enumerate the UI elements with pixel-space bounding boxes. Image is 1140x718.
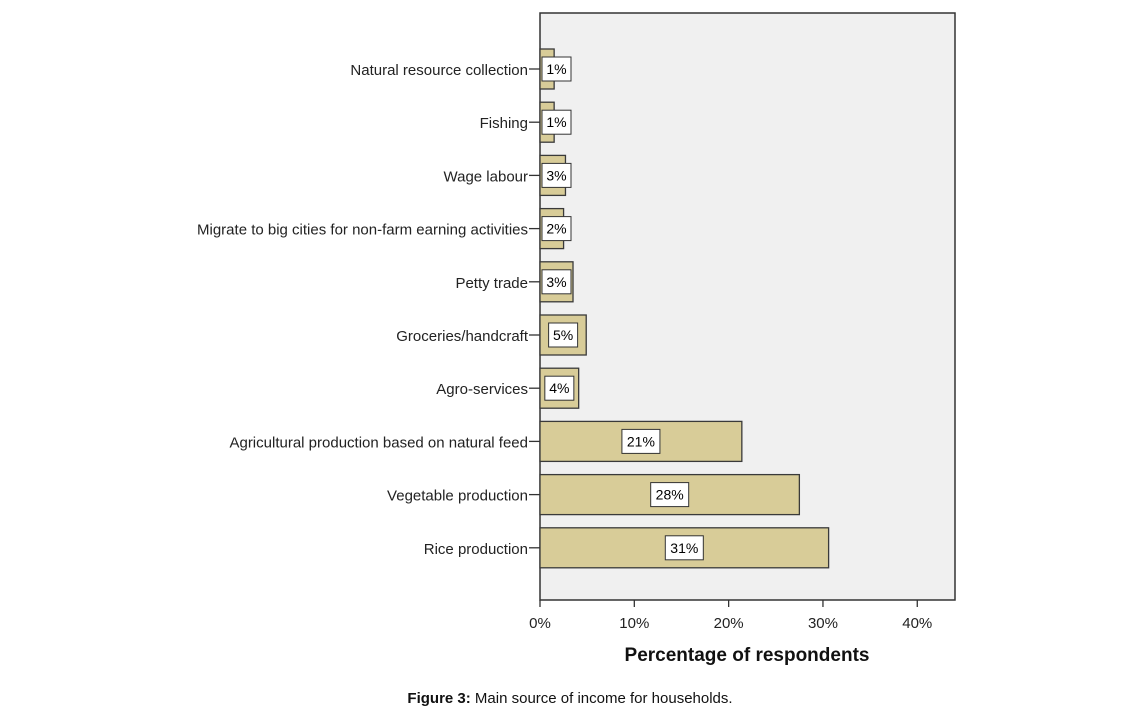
figure-label: Figure 3: <box>407 690 471 707</box>
data-label-box <box>664 535 704 561</box>
x-tick-label: 40% <box>902 615 932 632</box>
category-label: Migrate to big cities for non-farm earni… <box>197 222 528 239</box>
figure-caption-text: Main source of income for households. <box>470 690 733 707</box>
data-label: 1% <box>546 61 566 77</box>
x-tick-label: 30% <box>808 615 838 632</box>
data-label-box <box>541 162 572 188</box>
category-label: Agricultural production based on natural… <box>229 434 528 451</box>
data-label: 2% <box>546 221 566 237</box>
x-tick-label: 10% <box>619 615 649 632</box>
x-tick-label: 0% <box>529 615 551 632</box>
data-label: 5% <box>553 327 573 343</box>
category-label: Wage labour <box>444 168 529 185</box>
figure-caption: Figure 3: Main source of income for hous… <box>0 690 1140 707</box>
data-label-box <box>650 482 690 508</box>
data-label-box <box>544 375 575 401</box>
category-label: Fishing <box>480 115 528 132</box>
x-axis: 0% 10% 20% 30% 40% <box>529 600 932 632</box>
bar-chart: 1% 1% 3% 2% 3% 5% 4% 21% 28% 31% Natural resource… <box>197 12 956 666</box>
data-label-box <box>548 322 579 348</box>
data-label: 31% <box>670 540 698 556</box>
data-label-box <box>541 216 572 242</box>
data-label: 4% <box>549 380 569 396</box>
data-label-box <box>541 269 572 295</box>
category-label: Rice production <box>424 541 528 558</box>
data-label: 1% <box>546 114 566 130</box>
category-label: Groceries/handcraft <box>396 328 529 345</box>
data-label: 21% <box>627 433 655 449</box>
x-axis-title: Percentage of respondents <box>625 645 870 666</box>
category-label: Petty trade <box>455 275 528 292</box>
bars-layer: 1% 1% 3% 2% 3% 5% 4% 21% 28% 31% <box>539 48 830 569</box>
category-label: Natural resource collection <box>350 62 528 79</box>
category-label: Vegetable production <box>387 488 528 505</box>
bar <box>539 420 743 463</box>
data-label-box <box>621 428 661 454</box>
category-label: Agro-services <box>436 381 528 398</box>
data-label-box <box>541 109 572 135</box>
data-label: 3% <box>546 167 566 183</box>
category-axis: Natural resource collection Fishing Wage l… <box>197 62 540 558</box>
x-tick-label: 20% <box>714 615 744 632</box>
data-label: 3% <box>546 274 566 290</box>
data-label-box <box>541 56 572 82</box>
data-label: 28% <box>656 487 684 503</box>
